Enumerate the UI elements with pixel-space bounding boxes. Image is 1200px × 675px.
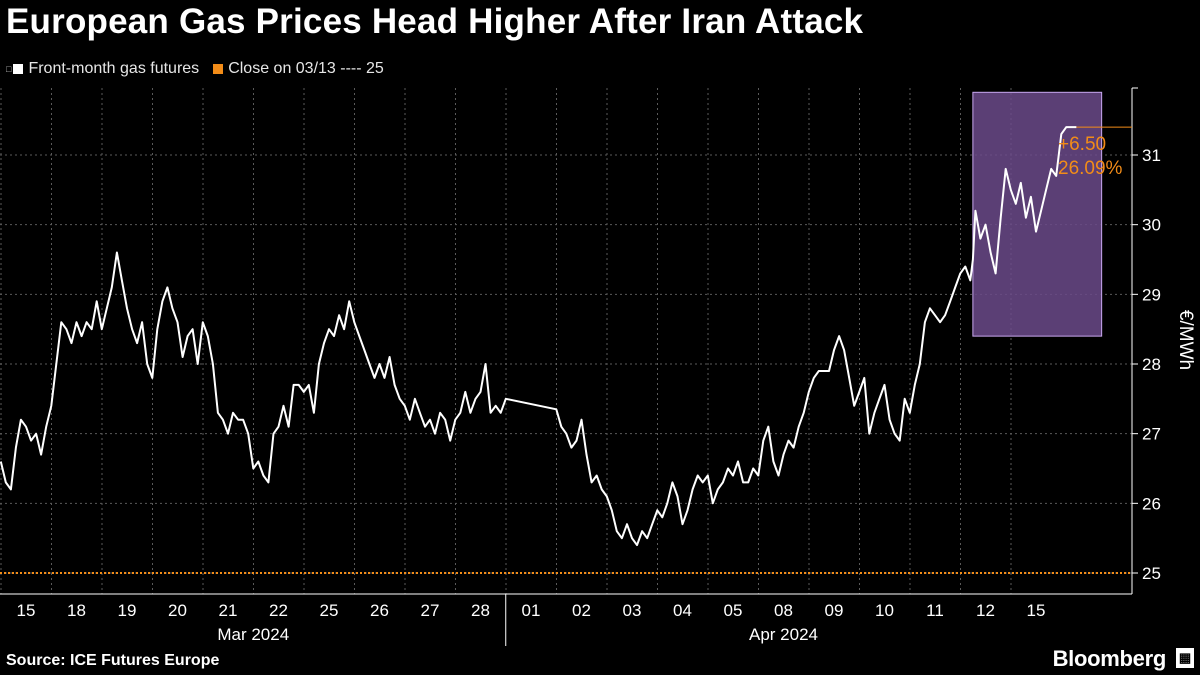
highlight-box (972, 91, 1103, 337)
x-tick-label: 04 (673, 601, 692, 620)
y-tick-label: 26 (1142, 494, 1161, 513)
x-tick-label: 09 (825, 601, 844, 620)
axis-layer: 25 26 27 28 29 30 31 €/MWh 15 18 19 20 21 22 25 26 27 28 0… (0, 87, 1196, 646)
x-tick-label: 08 (774, 601, 793, 620)
x-tick-label: 03 (623, 601, 642, 620)
x-tick-label: 26 (370, 601, 389, 620)
x-tick-label: 28 (471, 601, 490, 620)
series-line (0, 126, 1077, 547)
series-layer (0, 126, 1077, 547)
legend: □ Front-month gas futures Close on 03/13… (6, 60, 384, 78)
x-tick-label: 27 (421, 601, 440, 620)
month-label: Apr 2024 (749, 625, 818, 644)
chart-title: European Gas Prices Head Higher After Ir… (6, 2, 864, 41)
x-tick-label: 25 (320, 601, 339, 620)
x-tick-label: 15 (1027, 601, 1046, 620)
annotation-percent: 26.09% (1058, 158, 1123, 179)
source-note: Source: ICE Futures Europe (6, 652, 220, 669)
x-tick-label: 20 (168, 601, 187, 620)
x-tick-label: 10 (875, 601, 894, 620)
brand-name: Bloomberg (1052, 646, 1167, 671)
x-tick-label: 22 (269, 601, 288, 620)
y-tick-label: 27 (1142, 425, 1161, 444)
y-axis-label: €/MWh (1175, 310, 1196, 370)
y-tick-label: 29 (1142, 285, 1161, 304)
x-tick-label: 05 (724, 601, 743, 620)
y-tick-label: 25 (1142, 564, 1161, 583)
annotation-change: +6.50 (1058, 134, 1106, 155)
x-tick-label: 18 (67, 601, 86, 620)
x-tick-label: 02 (572, 601, 591, 620)
legend-swatch-reference (213, 64, 224, 74)
legend-reference-label: Close on 03/13 ---- 25 (228, 60, 384, 77)
x-tick-label: 12 (976, 601, 995, 620)
x-tick-label: 21 (219, 601, 238, 620)
annotation-layer: +6.50 26.09% (1058, 126, 1132, 179)
y-tick-label: 31 (1142, 146, 1161, 165)
legend-series-label: Front-month gas futures (28, 60, 200, 77)
legend-swatch-series (13, 64, 24, 74)
gridlines (0, 88, 1132, 594)
x-tick-label: 19 (118, 601, 137, 620)
x-tick-label: 11 (926, 601, 944, 620)
highlight-layer (972, 91, 1103, 337)
x-tick-label: 01 (522, 601, 541, 620)
y-tick-label: 28 (1142, 355, 1161, 374)
legend-line-glyph: □ (6, 64, 12, 74)
y-tick-label: 30 (1142, 216, 1161, 235)
x-tick-label: 15 (17, 601, 36, 620)
bloomberg-logo-icon: ▦ (1176, 648, 1194, 668)
month-label: Mar 2024 (217, 625, 289, 644)
